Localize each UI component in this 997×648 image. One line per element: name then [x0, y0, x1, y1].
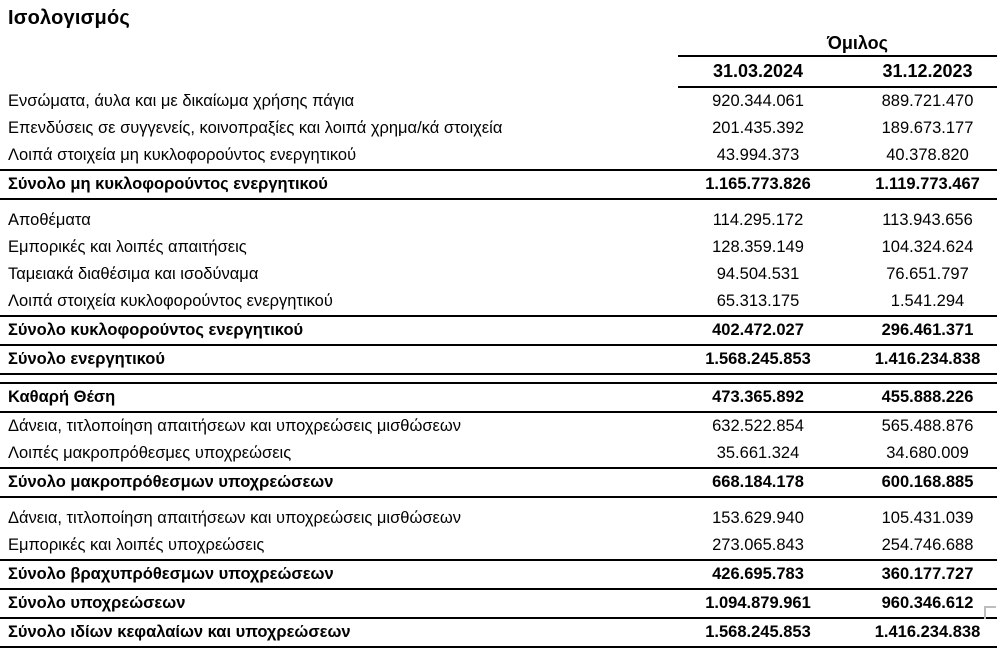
row-value-2024: 1.568.245.853 [678, 617, 838, 648]
row-value-2023: 113.943.656 [882, 211, 973, 229]
column-header-row: 31.03.2024 31.12.2023 [0, 56, 997, 88]
page-title: Ισολογισμός [8, 7, 130, 29]
group-header: Όμιλος [678, 32, 997, 57]
table-total-row: Σύνολο μακροπρόθεσμων υποχρεώσεων 668.18… [0, 467, 997, 498]
table-total-row: Σύνολο βραχυπρόθεσμων υποχρεώσεων 426.69… [0, 559, 997, 590]
row-value-2023: 455.888.226 [838, 382, 997, 413]
column-header-2023: 31.12.2023 [838, 56, 997, 88]
corner-artifact [984, 606, 996, 619]
table-row: Εμπορικές και λοιπές απαιτήσεις 128.359.… [0, 234, 997, 261]
row-label: Λοιπά στοιχεία μη κυκλοφορούντος ενεργητ… [8, 146, 357, 164]
table-row: Λοιπά στοιχεία κυκλοφορούντος ενεργητικο… [0, 288, 997, 316]
table-row: Ταμειακά διαθέσιμα και ισοδύναμα 94.504.… [0, 261, 997, 288]
table-total-row: Καθαρή Θέση 473.365.892 455.888.226 [0, 382, 997, 413]
table-row: Δάνεια, τιτλοποίηση απαιτήσεων και υποχρ… [0, 412, 997, 440]
row-value-2024: 920.344.061 [712, 92, 804, 110]
row-value-2024: 94.504.531 [716, 265, 800, 283]
table-row: Αποθέματα 114.295.172 113.943.656 [0, 207, 997, 234]
row-value-2023: 1.416.234.838 [838, 617, 997, 648]
row-value-2023: 104.324.624 [881, 238, 974, 256]
row-label: Αποθέματα [8, 211, 91, 229]
row-label: Σύνολο κυκλοφορούντος ενεργητικού [0, 315, 678, 346]
row-value-2024: 65.313.175 [716, 292, 800, 310]
table-total-row: Σύνολο ενεργητικού 1.568.245.853 1.416.2… [0, 344, 997, 375]
row-label: Σύνολο ιδίων κεφαλαίων και υποχρεώσεων [0, 617, 678, 648]
row-value-2024: 426.695.783 [678, 559, 838, 590]
row-value-2023: 105.431.039 [881, 509, 974, 527]
row-value-2023: 600.168.885 [838, 467, 997, 498]
row-value-2024: 668.184.178 [678, 467, 838, 498]
table-total-row: Σύνολο μη κυκλοφορούντος ενεργητικού 1.1… [0, 169, 997, 200]
row-value-2023: 254.746.688 [881, 536, 974, 554]
group-header-row: Όμιλος [0, 32, 997, 57]
table-row: Επενδύσεις σε συγγενείς, κοινοπραξίες κα… [0, 115, 997, 142]
row-label: Σύνολο ενεργητικού [0, 344, 678, 375]
row-value-2023: 296.461.371 [838, 315, 997, 346]
balance-sheet-table: Όμιλος 31.03.2024 31.12.2023 Ενσώματα, ά… [0, 32, 997, 648]
table-total-row: Σύνολο ιδίων κεφαλαίων και υποχρεώσεων 1… [0, 617, 997, 648]
row-value-2024: 1.568.245.853 [678, 344, 838, 375]
row-label: Καθαρή Θέση [0, 382, 678, 413]
section-spacer [0, 497, 997, 505]
row-value-2023: 565.488.876 [881, 417, 974, 435]
table-row: Λοιπές μακροπρόθεσμες υποχρεώσεις 35.661… [0, 440, 997, 468]
column-header-2024: 31.03.2024 [678, 56, 838, 88]
row-label: Ταμειακά διαθέσιμα και ισοδύναμα [8, 265, 259, 283]
row-label: Σύνολο μη κυκλοφορούντος ενεργητικού [0, 169, 678, 200]
row-value-2023: 34.680.009 [886, 444, 969, 462]
balance-sheet-page: { "title": "Ισολογισμός", "table": { "gr… [0, 7, 997, 648]
group-header-spacer-cell [0, 32, 678, 56]
section-spacer [0, 374, 997, 383]
row-value-2023: 360.177.727 [838, 559, 997, 590]
row-label: Δάνεια, τιτλοποίηση απαιτήσεων και υποχρ… [8, 417, 462, 435]
table-total-row: Σύνολο κυκλοφορούντος ενεργητικού 402.47… [0, 315, 997, 346]
table-row: Δάνεια, τιτλοποίηση απαιτήσεων και υποχρ… [0, 505, 997, 532]
row-value-2024: 1.094.879.961 [678, 588, 838, 619]
table-row: Εμπορικές και λοιπές υποχρεώσεις 273.065… [0, 532, 997, 560]
row-value-2023: 1.541.294 [890, 292, 965, 310]
row-value-2024: 43.994.373 [716, 146, 800, 164]
row-value-2023: 889.721.470 [881, 92, 974, 110]
row-label: Λοιπά στοιχεία κυκλοφορούντος ενεργητικο… [8, 292, 333, 310]
row-label: Εμπορικές και λοιπές απαιτήσεις [8, 238, 247, 256]
row-value-2024: 201.435.392 [712, 119, 804, 137]
row-label: Σύνολο υποχρεώσεων [0, 588, 678, 619]
row-value-2024: 273.065.843 [712, 536, 804, 554]
row-value-2024: 153.629.940 [712, 509, 804, 527]
row-value-2024: 114.295.172 [712, 211, 804, 229]
row-value-2023: 1.119.773.467 [838, 169, 997, 200]
row-value-2024: 128.359.149 [712, 238, 804, 256]
row-label: Εμπορικές και λοιπές υποχρεώσεις [8, 536, 265, 554]
row-value-2023: 76.651.797 [886, 265, 969, 283]
row-value-2023: 960.346.612 [838, 588, 997, 619]
row-label: Επενδύσεις σε συγγενείς, κοινοπραξίες κα… [8, 119, 503, 137]
table-row: Λοιπά στοιχεία μη κυκλοφορούντος ενεργητ… [0, 142, 997, 170]
row-label: Ενσώματα, άυλα και με δικαίωμα χρήσης πά… [8, 91, 355, 110]
row-value-2023: 40.378.820 [886, 146, 969, 164]
row-label: Σύνολο βραχυπρόθεσμων υποχρεώσεων [0, 559, 678, 590]
row-label: Δάνεια, τιτλοποίηση απαιτήσεων και υποχρ… [8, 509, 462, 527]
row-value-2024: 402.472.027 [678, 315, 838, 346]
table-row: Ενσώματα, άυλα και με δικαίωμα χρήσης πά… [0, 87, 997, 115]
row-label: Σύνολο μακροπρόθεσμων υποχρεώσεων [0, 467, 678, 498]
row-value-2024: 1.165.773.826 [678, 169, 838, 200]
column-header-spacer-cell [0, 56, 678, 87]
row-label: Λοιπές μακροπρόθεσμες υποχρεώσεις [8, 444, 292, 462]
row-value-2024: 473.365.892 [678, 382, 838, 413]
row-value-2023: 189.673.177 [881, 119, 974, 137]
section-spacer [0, 199, 997, 207]
table-total-row: Σύνολο υποχρεώσεων 1.094.879.961 960.346… [0, 588, 997, 619]
row-value-2024: 35.661.324 [716, 444, 800, 462]
row-value-2024: 632.522.854 [712, 417, 804, 435]
row-value-2023: 1.416.234.838 [838, 344, 997, 375]
